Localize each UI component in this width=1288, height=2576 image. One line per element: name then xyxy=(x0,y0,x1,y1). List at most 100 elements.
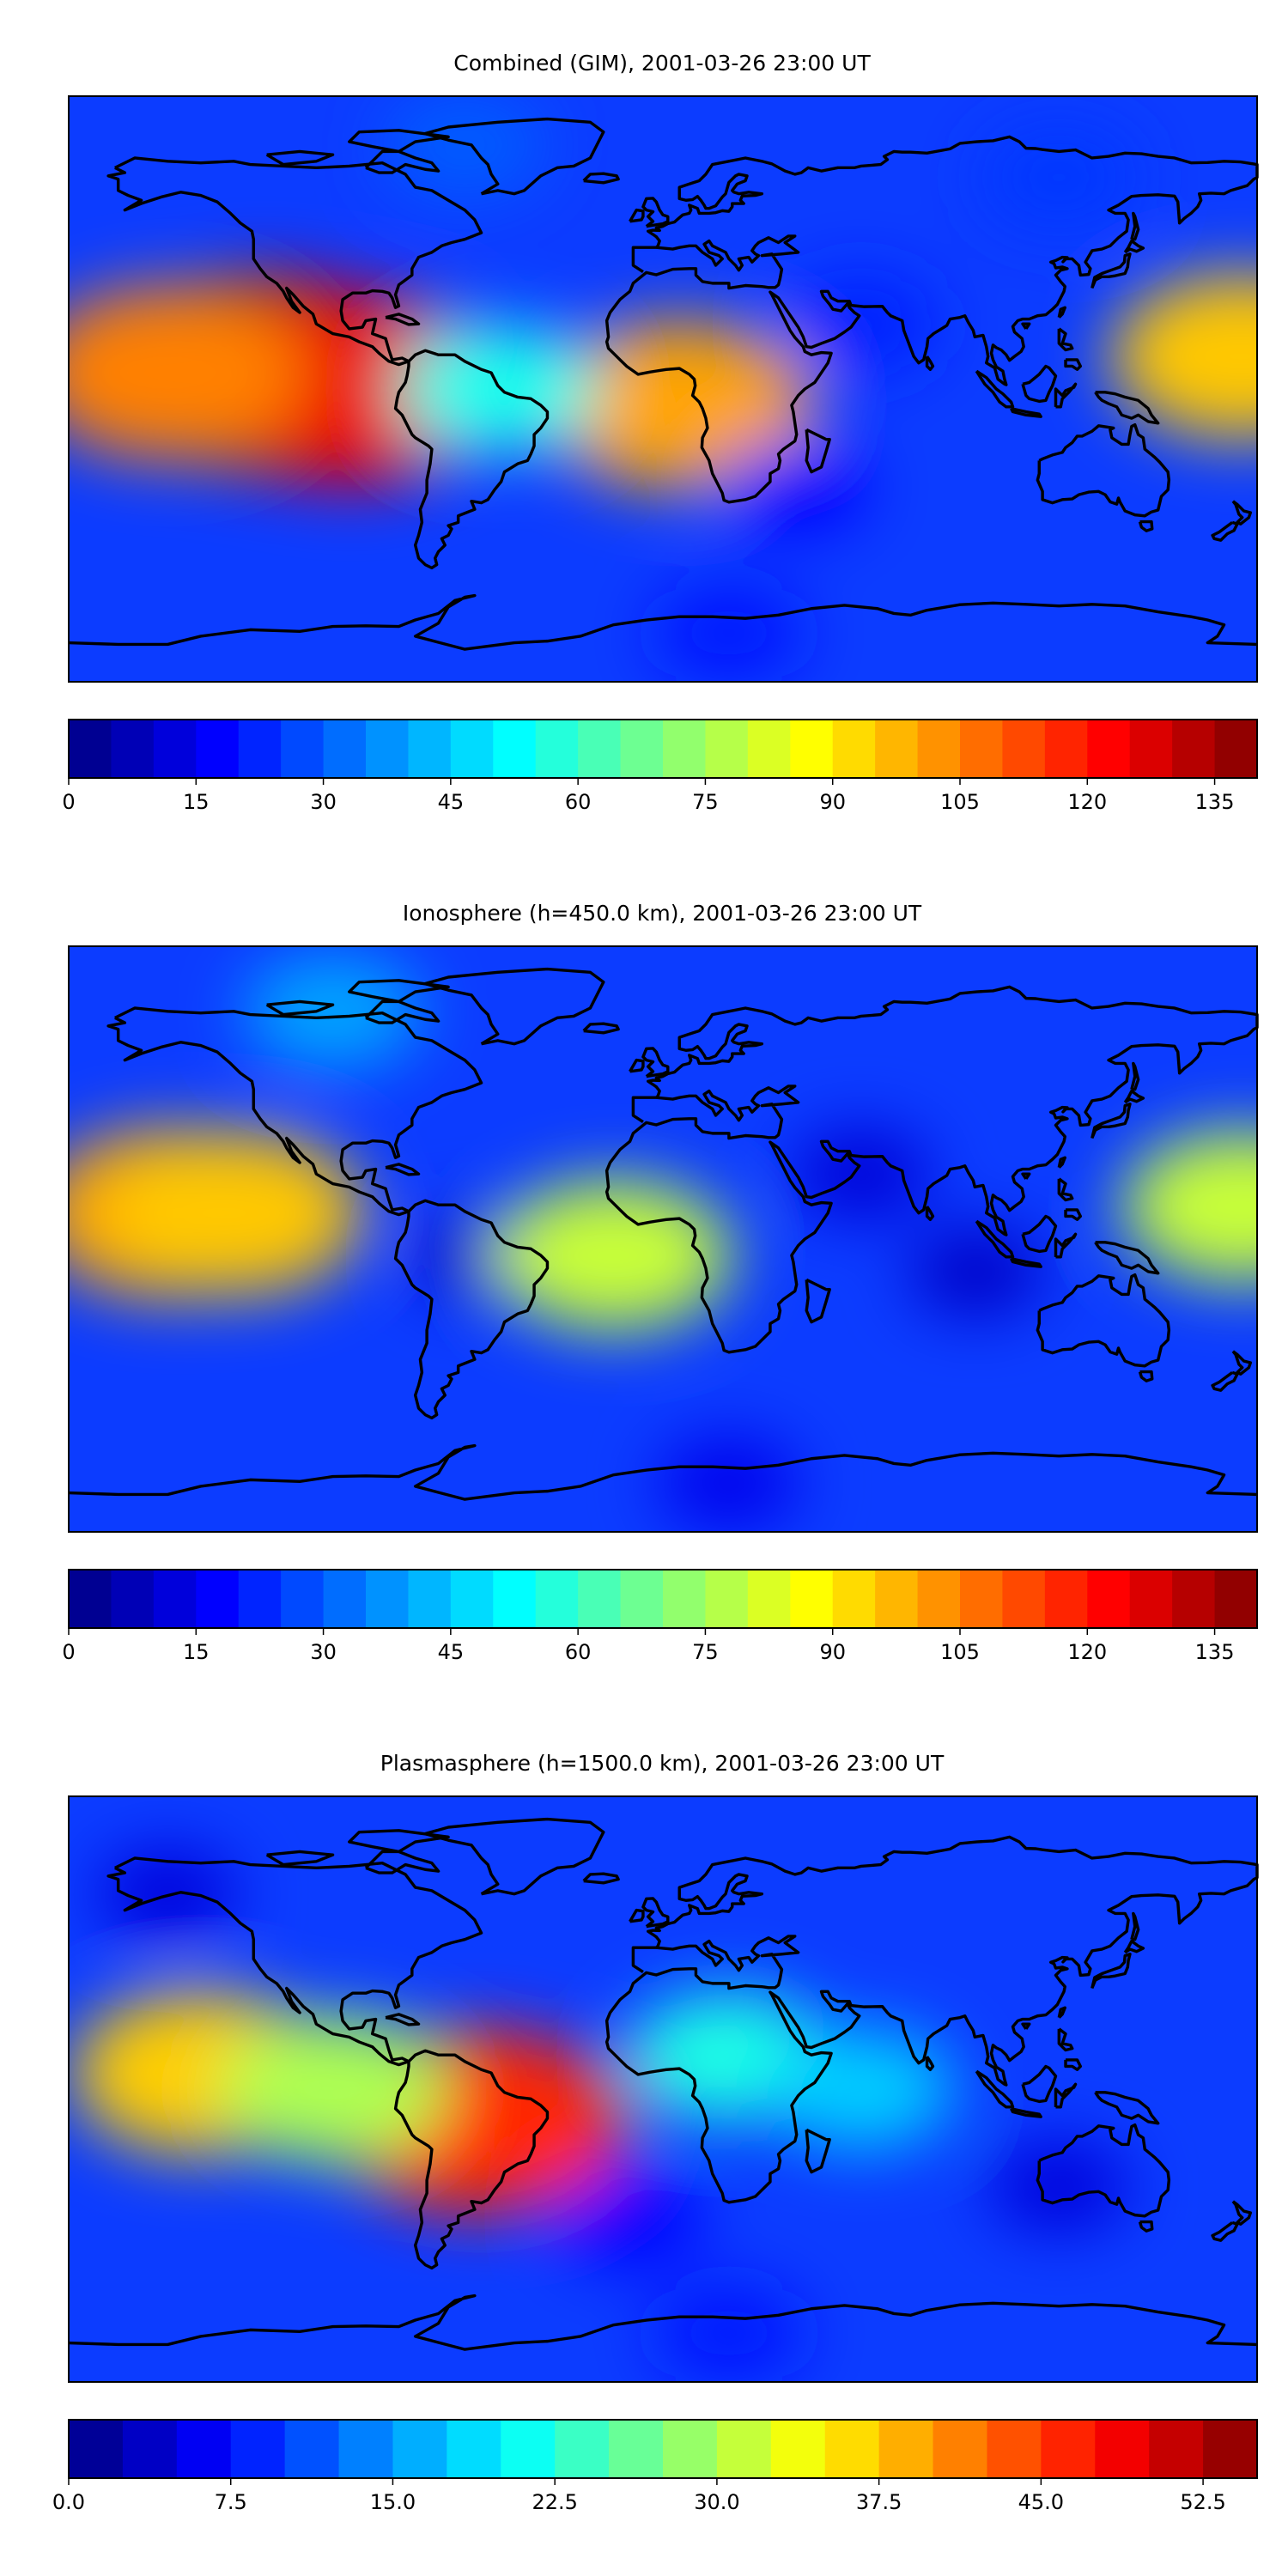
colorbar-tick-label: 60 xyxy=(565,1640,592,1664)
field-feature-2 xyxy=(69,285,306,460)
colorbar-segment xyxy=(620,1570,664,1628)
colorbar-segment xyxy=(620,720,664,778)
colorbar-segment xyxy=(1041,2420,1096,2478)
colorbar-segment xyxy=(69,2420,124,2478)
colorbar-segment xyxy=(450,720,494,778)
field-feature-5 xyxy=(989,2142,1129,2232)
colorbar-segment xyxy=(323,1570,367,1628)
colorbar-segment xyxy=(535,720,579,778)
colorbar-segment xyxy=(960,1570,1004,1628)
colorbar-segment xyxy=(790,1570,834,1628)
map-frame xyxy=(68,1795,1258,2383)
panel-plasmasphere: Plasmasphere (h=1500.0 km), 2001-03-26 2… xyxy=(52,1751,1259,2514)
colorbar-segment xyxy=(1129,1570,1173,1628)
colorbar-segment xyxy=(878,2420,934,2478)
map-frame xyxy=(68,945,1258,1533)
colorbar-segment xyxy=(917,1570,961,1628)
colorbar-segment xyxy=(408,1570,452,1628)
colorbar-segment xyxy=(535,1570,579,1628)
field-feature-8 xyxy=(658,1437,800,1529)
chart-title: Ionosphere (h=450.0 km), 2001-03-26 23:0… xyxy=(403,901,922,926)
colorbar: 0 15 30 45 60 75 90 105 120 135 xyxy=(62,719,1258,814)
colorbar-segment xyxy=(578,720,622,778)
colorbar-frame xyxy=(68,719,1258,779)
field-feature-3 xyxy=(545,320,813,490)
colorbar-segment xyxy=(196,720,240,778)
colorbar-tick-label: 37.5 xyxy=(856,2490,902,2514)
colorbar-segment xyxy=(824,2420,880,2478)
panel-ionosphere: Ionosphere (h=450.0 km), 2001-03-26 23:0… xyxy=(62,901,1259,1664)
colorbar-segment xyxy=(230,2420,286,2478)
colorbar-segment xyxy=(122,2420,178,2478)
chart-title: Plasmasphere (h=1500.0 km), 2001-03-26 2… xyxy=(380,1751,945,1776)
colorbar-tick-label: 90 xyxy=(819,790,846,814)
colorbar-segment xyxy=(790,720,834,778)
colorbar-segment xyxy=(281,1570,325,1628)
colorbar-tick-label: 52.5 xyxy=(1180,2490,1225,2514)
colorbar-segment xyxy=(153,1570,197,1628)
field-feature-8 xyxy=(980,127,1138,228)
colorbar-segment xyxy=(917,720,961,778)
colorbar-segment xyxy=(69,720,112,778)
colorbar-segment xyxy=(663,2420,718,2478)
panel-combined: Combined (GIM), 2001-03-26 23:00 UT 0 15 3… xyxy=(62,51,1259,814)
field-feature-7 xyxy=(243,954,422,1069)
colorbar-segment xyxy=(111,720,155,778)
field-feature-5 xyxy=(1110,274,1257,439)
colorbar-segment xyxy=(663,1570,707,1628)
colorbar-segment xyxy=(1044,1570,1088,1628)
colorbar-segment xyxy=(111,1570,155,1628)
colorbar-segment xyxy=(1172,1570,1216,1628)
colorbar-tick-label: 15.0 xyxy=(370,2490,416,2514)
colorbar-segment xyxy=(392,2420,447,2478)
colorbar-segment xyxy=(338,2420,394,2478)
colorbar-tick-label: 105 xyxy=(940,1640,980,1664)
map-frame xyxy=(68,95,1258,683)
colorbar-segment xyxy=(716,2420,772,2478)
colorbar-tick-label: 30 xyxy=(310,790,337,814)
field-feature-6 xyxy=(1121,1131,1257,1282)
colorbar-tick-label: 120 xyxy=(1067,790,1107,814)
field-feature-6 xyxy=(784,275,938,374)
colorbar-tick-label: 135 xyxy=(1195,790,1235,814)
field-feature-7 xyxy=(721,440,869,534)
colorbar-segment xyxy=(1203,2420,1258,2478)
colorbar-tick-label: 75 xyxy=(692,790,719,814)
colorbar-tick-label: 45 xyxy=(438,790,465,814)
colorbar-frame xyxy=(68,1569,1258,1629)
colorbar-tick-label: 120 xyxy=(1067,1640,1107,1664)
colorbar-segment xyxy=(555,2420,610,2478)
colorbar-segment xyxy=(238,720,282,778)
map-field xyxy=(69,96,1257,682)
colorbar-segment xyxy=(323,720,367,778)
colorbar-segment xyxy=(1129,720,1173,778)
colorbar-segment xyxy=(366,720,410,778)
colorbar-segment xyxy=(238,1570,282,1628)
colorbar-tick-label: 90 xyxy=(819,1640,846,1664)
colorbar-segment xyxy=(196,1570,240,1628)
field-feature-6 xyxy=(556,2172,703,2267)
colorbar-tick-label: 22.5 xyxy=(532,2490,577,2514)
colorbar-segment xyxy=(770,2420,826,2478)
colorbar-segment xyxy=(1172,720,1216,778)
colorbar-segment xyxy=(1002,720,1046,778)
colorbar-tick-label: 0.0 xyxy=(52,2490,85,2514)
colorbar-segment xyxy=(832,1570,876,1628)
colorbar-segment xyxy=(176,2420,232,2478)
colorbar-tick-label: 105 xyxy=(940,790,980,814)
colorbar-tick-label: 30.0 xyxy=(694,2490,739,2514)
colorbar-segment xyxy=(578,1570,622,1628)
colorbar-tick-label: 0 xyxy=(62,790,75,814)
colorbar-segment xyxy=(1044,720,1088,778)
colorbar-frame xyxy=(68,2419,1258,2479)
colorbar-segment xyxy=(987,2420,1042,2478)
colorbar-segment xyxy=(663,720,707,778)
colorbar-tick-label: 135 xyxy=(1195,1640,1235,1664)
field-feature-4 xyxy=(397,325,598,453)
colorbar-segment xyxy=(960,720,1004,778)
colorbar-segment xyxy=(875,1570,919,1628)
field-feature-2 xyxy=(216,2015,450,2163)
colorbar-segment xyxy=(1095,2420,1150,2478)
colorbar-segment xyxy=(933,2420,988,2478)
colorbar-segment xyxy=(1087,720,1131,778)
